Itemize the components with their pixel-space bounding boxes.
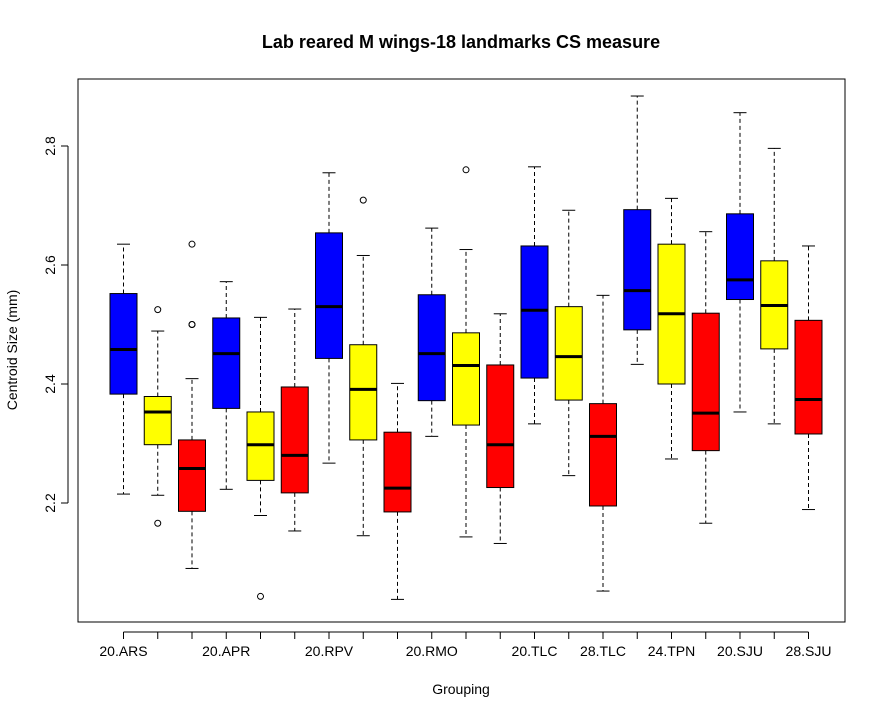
x-tick-label: 28.SJU [786, 643, 832, 659]
outlier-point [188, 321, 196, 328]
box-group [417, 227, 446, 437]
x-tick-label: 20.RPV [305, 643, 354, 659]
box-group [486, 313, 515, 544]
outlier-point [154, 306, 162, 314]
box [623, 209, 652, 331]
box-group [452, 166, 480, 538]
x-axis-label: Grouping [432, 681, 490, 697]
box-group [212, 281, 241, 490]
box [589, 403, 617, 507]
box-group [554, 209, 583, 477]
y-tick-label: 2.8 [42, 136, 58, 156]
x-tick-label: 20.TLC [512, 643, 558, 659]
x-axis: 20.ARS 20.APR 20.RPV 20.RMO 20.TLC 28.TLC 24.T… [99, 631, 832, 659]
outlier-point [188, 240, 196, 248]
box [349, 344, 378, 441]
x-tick-label: 28.TLC [580, 643, 626, 659]
box [691, 312, 720, 452]
box [726, 213, 754, 301]
y-axis: 2.2 2.4 2.6 2.8 [42, 136, 69, 513]
box [794, 319, 823, 435]
box [520, 245, 549, 379]
outlier-point [154, 519, 162, 527]
box-group [520, 166, 549, 425]
y-tick-label: 2.4 [42, 374, 58, 394]
box-group [246, 316, 275, 600]
x-tick-label: 20.APR [202, 643, 250, 659]
box [417, 294, 446, 402]
box-group [178, 240, 206, 569]
y-tick-label: 2.6 [42, 255, 58, 275]
box-series [109, 95, 823, 600]
box-group [623, 95, 652, 365]
box-group [589, 294, 617, 592]
y-tick-label: 2.2 [42, 493, 58, 513]
box [383, 431, 412, 513]
plot-frame [77, 78, 846, 623]
chart-title: Lab reared M wings-18 landmarks CS measu… [262, 32, 660, 52]
outlier-point [462, 166, 470, 174]
y-axis-label: Centroid Size (mm) [4, 290, 20, 411]
box-group [794, 245, 823, 511]
box-group [315, 172, 343, 464]
x-tick-label: 20.RMO [406, 643, 458, 659]
box-group [349, 196, 378, 537]
box [315, 232, 343, 359]
box-group [383, 382, 412, 600]
box [143, 395, 172, 446]
box [109, 293, 138, 395]
box-group [657, 197, 686, 460]
box [452, 332, 480, 426]
box [212, 317, 241, 409]
box [486, 364, 515, 489]
box-group [143, 306, 172, 527]
x-tick-label: 20.ARS [99, 643, 147, 659]
box-group [726, 112, 754, 413]
box-group [280, 308, 309, 532]
x-tick-label: 24.TPN [648, 643, 695, 659]
box-group [691, 231, 720, 524]
box [280, 386, 309, 494]
box [554, 306, 583, 401]
x-tick-label: 20.SJU [717, 643, 763, 659]
box-group [109, 243, 138, 495]
outlier-point [359, 196, 367, 204]
outlier-point [257, 592, 264, 600]
box [178, 439, 206, 512]
box-group [760, 147, 789, 425]
